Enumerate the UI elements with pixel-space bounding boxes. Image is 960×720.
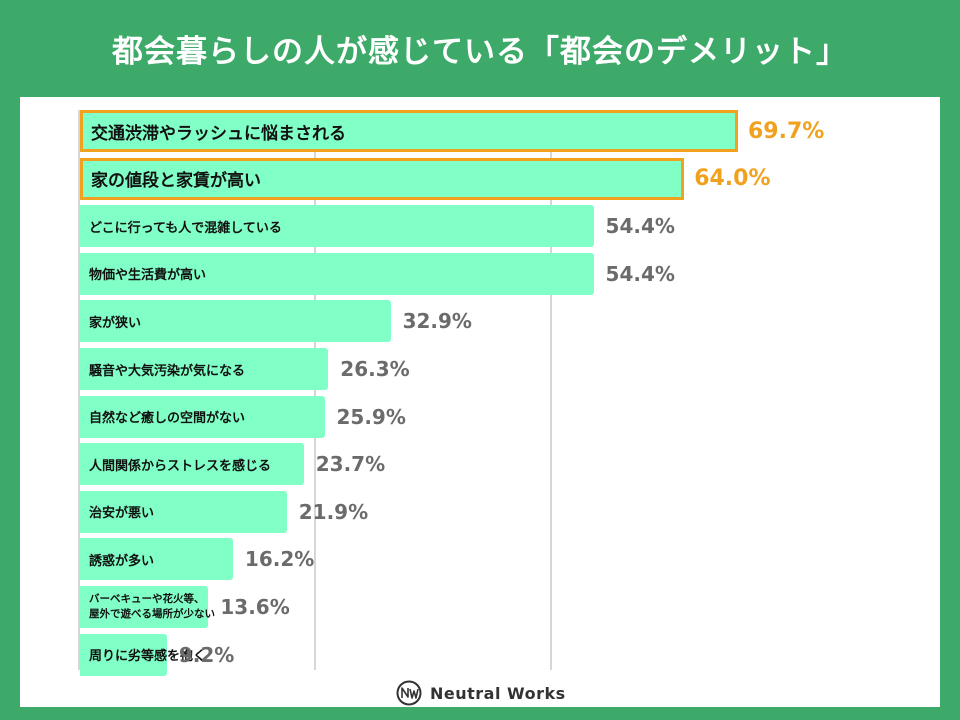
bar-label: 家の値段と家賃が高い (91, 161, 261, 197)
gridline (78, 110, 80, 670)
value-label: 9.2% (178, 642, 235, 667)
bar-label: 治安が悪い (89, 491, 154, 533)
value-label: 21.9% (298, 499, 369, 524)
bar-label-line: 交通渋滞やラッシュに悩まされる (91, 123, 346, 144)
value-label: 13.6% (220, 595, 290, 619)
bar: 周りに劣等感を抱く (80, 633, 206, 676)
bar-label: 誘惑が多い (89, 538, 154, 580)
bar-label: 自然など癒しの空間がない (89, 396, 245, 438)
bar: 誘惑が多い (80, 538, 233, 581)
bar-label-line: 周りに劣等感を抱く (89, 649, 207, 665)
bar-label-line: 人間関係からストレスを感じる (89, 458, 272, 474)
bar-label: 周りに劣等感を抱く (89, 634, 206, 676)
bar-label-line: 屋外で遊べる場所が少ない (89, 608, 215, 620)
bar: 騒音や大気汚染が気になる (80, 348, 329, 390)
value-label: 26.3% (340, 357, 410, 381)
value-label: 16.2% (244, 547, 315, 572)
bar: 交通渋滞やラッシュに悩まされる (80, 110, 738, 152)
bar-label: 家が狭い (89, 300, 141, 342)
value-label: 64.0% (694, 166, 771, 192)
bar-label: 人間関係からストレスを感じる (89, 443, 271, 485)
brand-name: Neutral Works (430, 683, 566, 703)
bar-label: 騒音や大気汚染が気になる (89, 348, 245, 390)
bar-label-line: 物価や生活費が高い (89, 268, 207, 284)
bar: 家が狭い (80, 300, 391, 343)
bar: バーベキューや花火等、 屋外で遊べる場所が少ない (80, 586, 215, 628)
value-label: 54.4% (605, 261, 675, 286)
bar-label: 物価や生活費が高い (89, 253, 206, 295)
bar-label-line: 誘惑が多い (89, 553, 155, 569)
bar-label-line: 騒音や大気汚染が気になる (89, 363, 246, 379)
bar-label-line: どこに行っても人で混雑している (89, 220, 282, 236)
bar-label: バーベキューや花火等、 屋外で遊べる場所が少ない (89, 586, 215, 628)
gridline (550, 110, 553, 670)
bar: 家の値段と家賃が高い (80, 157, 685, 200)
bar: 自然など癒しの空間がない (80, 395, 325, 438)
bar-label-line: 治安が悪い (89, 506, 155, 522)
gridline (314, 110, 316, 670)
neutral-works-logo-icon (396, 680, 422, 706)
bar: 物価や生活費が高い (80, 252, 594, 295)
value-label: 69.7% (748, 118, 825, 144)
value-label: 23.7% (315, 452, 386, 477)
bar: 人間関係からストレスを感じる (80, 443, 304, 486)
value-label: 32.9% (402, 309, 472, 334)
bar-label: 交通渋滞やラッシュに悩まされる (91, 113, 346, 149)
bar-label-line: 家が狭い (89, 315, 142, 331)
value-label: 54.4% (605, 214, 675, 239)
value-label: 25.9% (336, 404, 406, 429)
bar-label: どこに行っても人で混雑している (89, 205, 282, 247)
chart-title: 都会暮らしの人が感じている「都会のデメリット」 (112, 33, 848, 70)
brand-logo: Neutral Works (396, 680, 566, 706)
bar: どこに行っても人で混雑している (80, 205, 594, 248)
bar-label-line: 自然など癒しの空間がない (89, 411, 246, 427)
bar-label-line: 家の値段と家賃が高い (91, 171, 261, 192)
bar: 治安が悪い (80, 490, 287, 533)
bar-label-line: バーベキューや花火等、 (89, 592, 205, 605)
